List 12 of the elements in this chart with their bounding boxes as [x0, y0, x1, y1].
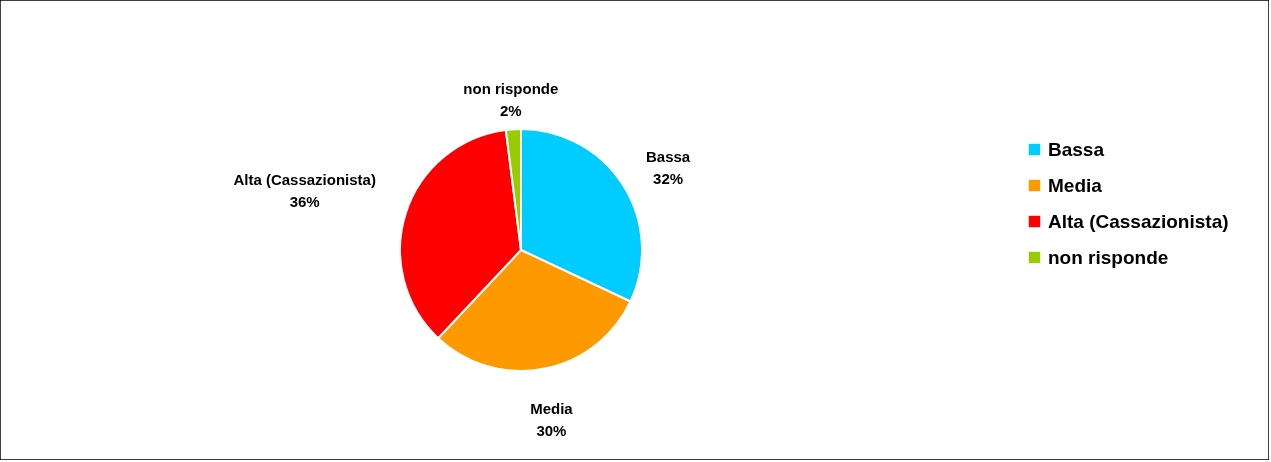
legend-label: Media	[1048, 174, 1103, 196]
data-label: 2%	[500, 101, 522, 119]
legend-label: Alta (Cassazionista)	[1048, 210, 1229, 232]
slice-label: Media	[530, 400, 574, 418]
slice-label: Bassa	[645, 147, 691, 165]
slice-label: Alta (Cassazionista)	[233, 170, 376, 188]
data-label: 36%	[289, 192, 320, 210]
slice-label: non risponde	[463, 79, 559, 97]
legend-label: non risponde	[1048, 246, 1169, 268]
data-label: 30%	[536, 422, 567, 440]
data-label: 32%	[653, 169, 684, 187]
legend-label: Bassa	[1048, 138, 1105, 160]
